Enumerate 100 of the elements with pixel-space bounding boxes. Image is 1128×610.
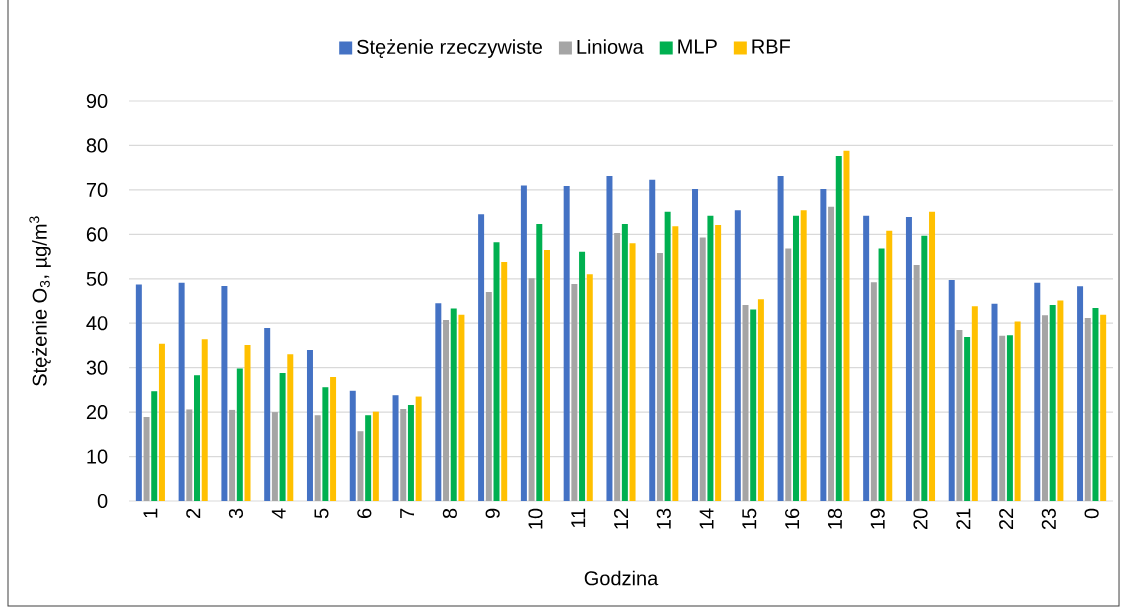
bar xyxy=(151,391,158,501)
y-axis-title: Stężenie O$_{3}$, µg/m$^{3}$ xyxy=(29,216,51,386)
x-axis-title: Godzina xyxy=(584,570,659,586)
bar xyxy=(229,409,236,501)
bar xyxy=(586,274,593,501)
bar xyxy=(835,156,842,501)
bar xyxy=(715,225,722,501)
y-tick-label: 50 xyxy=(86,271,108,286)
bar xyxy=(800,210,807,501)
x-tick-label: 3 xyxy=(228,508,244,519)
bar xyxy=(501,261,508,501)
x-tick-label: 7 xyxy=(400,508,414,518)
bar xyxy=(493,242,500,501)
bar xyxy=(606,176,613,501)
bar xyxy=(415,396,422,501)
bar xyxy=(450,308,457,501)
bar xyxy=(543,249,550,501)
x-tick-label: 2 xyxy=(186,508,201,518)
bar xyxy=(929,211,936,501)
bar xyxy=(792,215,799,501)
bar xyxy=(1006,335,1013,501)
bar xyxy=(863,215,870,501)
bar xyxy=(664,211,671,501)
bar xyxy=(563,185,570,501)
bar xyxy=(178,282,185,501)
bar xyxy=(279,373,286,501)
bar xyxy=(991,303,998,501)
x-tick-label: 23 xyxy=(1041,508,1056,530)
x-tick-label: 19 xyxy=(870,508,885,529)
x-tick-label: 5 xyxy=(314,508,329,519)
x-tick-label: 0 xyxy=(1084,508,1099,519)
y-tick-label: 80 xyxy=(86,138,108,153)
bar xyxy=(201,339,208,501)
bar xyxy=(734,210,741,501)
bar xyxy=(656,253,663,501)
y-tick-label: 10 xyxy=(87,449,108,464)
bar xyxy=(971,306,978,501)
bar xyxy=(614,233,621,501)
bar xyxy=(349,390,356,501)
bar xyxy=(621,224,628,501)
bar xyxy=(372,411,379,501)
bar xyxy=(143,417,150,501)
bar xyxy=(699,237,706,501)
x-tick-label: 6 xyxy=(357,508,372,518)
bar xyxy=(820,189,827,501)
bar xyxy=(407,405,414,501)
bar xyxy=(536,224,543,501)
bar xyxy=(777,176,784,501)
bar xyxy=(785,248,792,501)
bar xyxy=(579,251,586,501)
bar xyxy=(750,309,757,501)
bar xyxy=(707,215,714,501)
x-tick-label: 4 xyxy=(271,508,286,519)
x-tick-label: 12 xyxy=(614,508,628,529)
bar xyxy=(1077,286,1084,501)
x-tick-label: 22 xyxy=(999,508,1014,530)
legend-label: RBF xyxy=(752,39,791,54)
bar xyxy=(322,387,329,501)
bar xyxy=(158,343,165,501)
x-tick-label: 21 xyxy=(956,508,971,530)
bar xyxy=(264,328,271,501)
bar xyxy=(392,395,399,501)
bar xyxy=(194,375,201,501)
bar xyxy=(1084,317,1091,501)
y-tick-label: 40 xyxy=(86,316,108,331)
y-tick-label: 70 xyxy=(86,182,108,197)
bar xyxy=(314,415,321,501)
x-tick-label: 15 xyxy=(742,508,757,529)
y-tick-label: 20 xyxy=(86,405,108,420)
legend-label: Stężenie rzeczywiste xyxy=(357,39,542,58)
bar xyxy=(357,431,364,501)
bar xyxy=(571,284,578,501)
bar xyxy=(629,243,636,501)
bar xyxy=(365,415,372,501)
bar xyxy=(221,285,228,501)
bar xyxy=(287,354,294,501)
bar xyxy=(306,349,313,501)
bar xyxy=(478,214,485,501)
bar xyxy=(921,235,928,501)
bar xyxy=(913,265,920,501)
bar xyxy=(1057,300,1064,501)
bar xyxy=(1041,315,1048,501)
bar xyxy=(672,226,679,501)
bar xyxy=(186,409,193,501)
bar xyxy=(400,409,407,501)
x-tick-label: 18 xyxy=(827,508,843,529)
bar xyxy=(886,230,893,501)
bar xyxy=(443,320,450,501)
x-tick-label: 1 xyxy=(143,508,158,518)
bar xyxy=(236,368,243,501)
x-tick-label: 8 xyxy=(442,508,457,519)
bar xyxy=(964,337,971,501)
bar xyxy=(485,292,492,501)
bar xyxy=(649,179,656,501)
bar xyxy=(528,278,535,501)
bar xyxy=(843,150,850,501)
x-tick-label: 20 xyxy=(913,508,928,530)
bar xyxy=(1092,308,1099,501)
bar xyxy=(520,185,527,501)
bar xyxy=(948,280,955,501)
